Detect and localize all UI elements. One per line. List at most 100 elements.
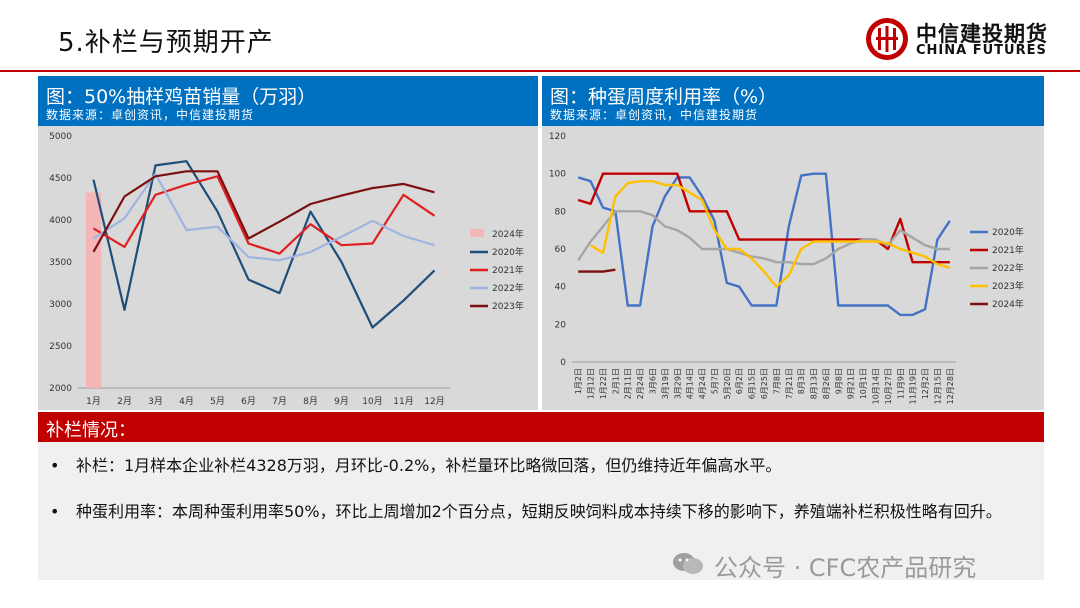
x-tick-label: 2月11日 xyxy=(624,368,633,399)
y-tick-label: 120 xyxy=(549,132,566,142)
y-tick-label: 0 xyxy=(560,358,566,368)
x-tick-label: 2月 xyxy=(117,396,132,407)
legend-label: 2023年 xyxy=(492,300,524,312)
x-tick-label: 1月22日 xyxy=(599,368,608,399)
y-tick-label: 2000 xyxy=(49,384,72,394)
x-tick-label: 12月28日 xyxy=(946,368,955,404)
x-tick-label: 8月3日 xyxy=(797,368,806,394)
legend-label: 2023年 xyxy=(992,280,1024,292)
x-tick-label: 7月 xyxy=(272,396,287,407)
y-tick-label: 20 xyxy=(555,320,567,330)
logo-name-cn: 中信建投期货 xyxy=(916,22,1048,46)
x-tick-label: 7月21日 xyxy=(785,368,794,399)
x-tick-label: 3月 xyxy=(148,396,163,407)
legend-label: 2022年 xyxy=(492,282,524,294)
y-tick-label: 3000 xyxy=(49,300,72,310)
x-tick-label: 12月15日 xyxy=(933,368,942,404)
x-tick-label: 10月1日 xyxy=(859,368,868,399)
x-tick-label: 1月 xyxy=(86,396,101,407)
x-tick-label: 8月 xyxy=(303,396,318,407)
y-tick-label: 5000 xyxy=(49,132,72,142)
series-line-2023年 xyxy=(92,170,435,253)
egg-utilization-chart-title: 图：种蛋周度利用率（%） xyxy=(550,86,778,108)
y-tick-label: 4000 xyxy=(49,216,72,226)
x-tick-label: 2月1日 xyxy=(611,368,620,394)
chick-sales-chart-source: 数据来源：卓创资讯，中信建投期货 xyxy=(46,108,255,122)
watermark-text: 公众号 · CFC农产品研究 xyxy=(714,554,977,582)
series-line-2021年 xyxy=(92,175,436,255)
x-tick-label: 9月 xyxy=(334,396,349,407)
x-tick-label: 4月24日 xyxy=(698,368,707,399)
x-tick-label: 11月9日 xyxy=(896,368,905,399)
legend-label: 2024年 xyxy=(492,228,524,240)
egg-utilization-panel-header: 图：种蛋周度利用率（%） 数据来源：卓创资讯，中信建投期货 xyxy=(542,76,1044,126)
x-tick-label: 3月29日 xyxy=(673,368,682,399)
chick-sales-chart-title: 图：50%抽样鸡苗销量（万羽） xyxy=(46,86,317,108)
x-tick-label: 1月2日 xyxy=(574,368,583,394)
bullet-item: • 补栏：1月样本企业补栏4328万羽，月环比-0.2%，补栏量环比略微回落，但仍… xyxy=(50,454,1026,478)
legend-label: 2021年 xyxy=(492,264,524,276)
y-tick-label: 2500 xyxy=(49,342,72,352)
series-line-2023年 xyxy=(589,180,951,288)
page-title: 5.补栏与预期开产 xyxy=(58,28,274,58)
x-tick-label: 10月27日 xyxy=(884,368,893,404)
x-tick-label: 4月14日 xyxy=(686,368,695,399)
x-tick-label: 3月19日 xyxy=(661,368,670,399)
logo: 中信建投期货 CHINA FUTURES xyxy=(864,16,1064,62)
egg-utilization-chart: 0 20 40 60 80 100 120 1月2日 1月12日 1月22日 2月1日 2月11日 2月… xyxy=(549,132,1024,404)
wechat-icon xyxy=(673,553,703,574)
chick-sales-chart: 2000 2500 3000 3500 4000 4500 5000 1月 2月 3月 4月 5月 6月… xyxy=(49,132,524,407)
legend-label: 2022年 xyxy=(992,262,1024,274)
x-tick-label: 11月19日 xyxy=(909,368,918,404)
x-tick-label: 12月 xyxy=(424,396,444,407)
egg-utilization-chart-source: 数据来源：卓创资讯，中信建投期货 xyxy=(550,108,759,122)
x-tick-label: 8月26日 xyxy=(822,368,831,399)
series-line-2020年 xyxy=(92,160,436,329)
y-tick-label: 60 xyxy=(555,245,567,255)
y-tick-label: 40 xyxy=(555,283,567,293)
section-header: 补栏情况： xyxy=(38,412,1044,442)
legend-label: 2020年 xyxy=(492,246,524,258)
x-tick-label: 10月 xyxy=(362,396,382,407)
series-line-2024年 xyxy=(578,268,616,273)
x-tick-label: 7月8日 xyxy=(772,368,781,394)
bullet-text: 种蛋利用率：本周种蛋利用率50%，环比上周增加2个百分点，短期反映饲料成本持续下… xyxy=(76,502,1002,521)
bullet-item: • 种蛋利用率：本周种蛋利用率50%，环比上周增加2个百分点，短期反映饲料成本持续… xyxy=(50,500,1026,524)
x-tick-label: 5月20日 xyxy=(723,368,732,399)
x-tick-label: 6月2日 xyxy=(735,368,744,394)
series-line-2022年 xyxy=(577,210,950,266)
x-tick-label: 10月14日 xyxy=(871,368,880,404)
y-tick-label: 80 xyxy=(555,207,567,217)
x-tick-label: 6月25日 xyxy=(760,368,769,399)
x-tick-label: 2月24日 xyxy=(636,368,645,399)
x-tick-label: 9月8日 xyxy=(834,368,843,394)
logo-name-en: CHINA FUTURES xyxy=(916,43,1047,58)
x-tick-label: 3月6日 xyxy=(649,368,658,394)
legend-label: 2020年 xyxy=(992,226,1024,238)
x-tick-label: 5月7日 xyxy=(710,368,719,394)
series-line-2020年 xyxy=(577,172,951,317)
series-line-2022年 xyxy=(92,172,435,262)
y-tick-label: 4500 xyxy=(49,174,72,184)
legend-label: 2021年 xyxy=(992,244,1024,256)
x-tick-label: 6月 xyxy=(241,396,256,407)
bullet-dot: • xyxy=(50,502,60,521)
bar-2024年 xyxy=(85,192,102,388)
egg-utilization-panel: 图：种蛋周度利用率（%） 数据来源：卓创资讯，中信建投期货 0 20 40 60 80 1… xyxy=(542,76,1044,410)
x-tick-label: 9月21日 xyxy=(847,368,856,399)
x-tick-label: 4月 xyxy=(179,396,194,407)
x-tick-label: 11月 xyxy=(393,396,413,407)
x-tick-label: 1月12日 xyxy=(587,368,596,399)
y-tick-label: 3500 xyxy=(49,258,72,268)
x-tick-label: 5月 xyxy=(210,396,225,407)
chick-sales-panel: 图：50%抽样鸡苗销量（万羽） 数据来源：卓创资讯，中信建投期货 2000 250… xyxy=(38,76,538,410)
legend-swatch xyxy=(470,229,484,237)
notes-box: • 补栏：1月样本企业补栏4328万羽，月环比-0.2%，补栏量环比略微回落，但仍… xyxy=(38,442,1044,580)
bullet-text: 补栏：1月样本企业补栏4328万羽，月环比-0.2%，补栏量环比略微回落，但仍维… xyxy=(76,456,782,475)
x-tick-label: 6月15日 xyxy=(748,368,757,399)
legend-label: 2024年 xyxy=(992,298,1024,310)
bullet-dot: • xyxy=(50,456,60,475)
series-line-2021年 xyxy=(577,172,950,264)
y-tick-label: 100 xyxy=(549,170,566,180)
logo-emblem-icon xyxy=(866,18,908,60)
